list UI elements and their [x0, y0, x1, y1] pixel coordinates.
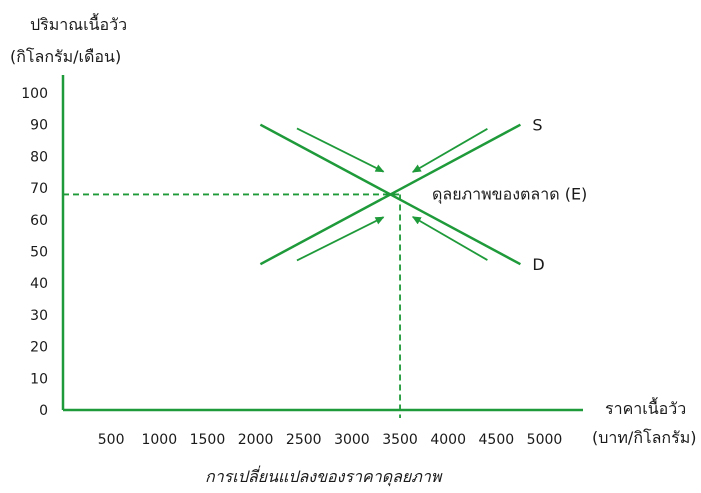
y-tick-label: 40 [30, 276, 48, 292]
y-tick-label: 70 [30, 181, 48, 197]
y-axis-title-line2: (กิโลกรัม/เดือน) [10, 47, 121, 66]
x-axis-title-line1: ราคาเนื้อวัว [605, 397, 686, 418]
arrow-upper-left [296, 127, 385, 173]
x-tick-label: 2500 [286, 432, 322, 448]
series-label-s: S [532, 116, 542, 135]
x-tick-label: 1500 [190, 432, 226, 448]
y-tick-label: 60 [30, 213, 48, 229]
y-axis-title-line1: ปริมาณเนื้อวัว [30, 13, 127, 34]
y-tick-label: 90 [30, 118, 48, 134]
y-tick-label: 20 [30, 340, 48, 356]
y-tick-label: 80 [30, 149, 48, 165]
equilibrium-label: ดุลยภาพของตลาด (E) [432, 184, 587, 204]
y-tick-label: 10 [30, 371, 48, 387]
x-axis-title-line2: (บาท/กิโลกรัม) [592, 428, 696, 447]
arrow-upper-right [411, 128, 488, 173]
arrow-lower-right [411, 216, 488, 261]
x-tick-label: 5000 [527, 432, 563, 448]
x-tick-label: 3500 [382, 432, 418, 448]
y-tick-label: 30 [30, 308, 48, 324]
series-line-d [259, 123, 521, 266]
x-tick-label: 2000 [238, 432, 274, 448]
y-tick-label: 0 [39, 403, 48, 419]
x-tick-label: 500 [98, 432, 125, 448]
x-tick-label: 4500 [479, 432, 515, 448]
x-tick-label: 1000 [141, 432, 177, 448]
y-tick-label: 50 [30, 245, 48, 261]
series-label-d: D [532, 255, 544, 274]
arrow-lower-left [296, 216, 385, 262]
chart-caption: การเปลี่ยนแปลงของราคาดุลยภาพ [205, 465, 443, 487]
y-tick-label: 100 [21, 86, 48, 102]
x-tick-label: 3000 [334, 432, 370, 448]
x-tick-label: 4000 [430, 432, 466, 448]
